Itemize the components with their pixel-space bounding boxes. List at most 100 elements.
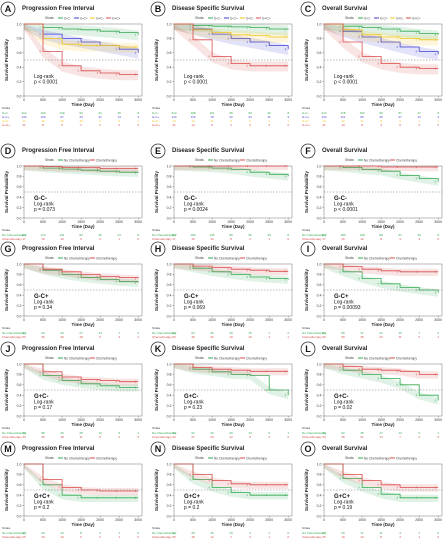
risk-cell: 25 [191,531,195,535]
risk-cell: 0 [437,435,439,439]
y-axis-label: Survival Probability [4,38,9,81]
series-line [324,263,439,273]
risk-cell: 8 [42,123,44,127]
risk-cell: 27 [379,431,383,435]
ci-band [324,166,439,186]
risk-table-header: Strata [152,106,160,110]
y-tick-label: 0.2 [167,206,172,210]
x-tick-label: 0 [173,318,175,322]
risk-cell: 2 [80,123,82,127]
plot-area [323,363,443,417]
y-axis-label: Survival Probability [154,170,159,213]
risk-cell: 138 [360,233,365,237]
risk-cell: 4 [399,531,401,535]
risk-cell: 2 [99,123,101,127]
y-tick-label: 1.0 [17,164,22,168]
risk-row-label: G-C- [2,111,9,115]
series-group [174,363,292,400]
annotation-line: p = 0.0024 [184,207,208,213]
x-tick-label: 1500 [227,318,235,322]
risk-cell: 27 [79,331,83,335]
x-tick-label: 500 [190,220,196,224]
y-tick-label: 0.0 [317,514,322,518]
x-tick-label: 1500 [77,220,85,224]
legend-strata-label: Strata [345,256,354,260]
legend: Strata No Chemotherapy Chemotherapy [195,256,267,260]
risk-cell: 16 [210,531,214,535]
y-tick-label: 1.0 [317,462,322,466]
y-tick-label: 0.6 [317,483,322,487]
y-axis-label: Survival Probability [304,468,309,511]
risk-row-label: Chemotherapy [152,435,172,439]
risk-row-label: No Chemotherapy [152,233,177,237]
y-tick-label: 1.0 [17,362,22,366]
x-axis: 0 500 1000 1500 2000 2500 3000 Time (Day) [23,416,142,427]
panel-letter-circle [150,1,166,17]
x-tick-label: 2500 [415,98,423,102]
x-tick-label: 0 [23,418,25,422]
panel-letter-circle [300,143,316,159]
risk-cell: 2 [418,435,420,439]
x-tick-label: 2000 [246,98,254,102]
risk-row-label: Chemotherapy [2,435,22,439]
y-tick-label: 0.2 [17,504,22,508]
risk-cell: 180 [191,233,196,237]
y-axis: 0.0 0.2 0.4 0.6 0.8 1.0 Survival Probability [304,22,324,98]
risk-cell: 20 [379,335,383,339]
risk-cell: 8 [380,535,382,539]
x-tick-label: 1500 [377,98,385,102]
risk-row-label: G+C+ [302,123,310,127]
risk-cell: 5 [61,123,63,127]
series-line [24,463,139,492]
annotation-line: p = 0.2 [34,505,50,511]
x-tick-label: 1500 [227,518,235,522]
legend-entry: Chemotherapy [246,256,267,260]
risk-cell: 50 [341,335,345,339]
risk-cell: 14 [98,331,102,335]
y-tick-label: 0.0 [167,314,172,318]
risk-cell: 9 [99,335,101,339]
panel-letter-circle [300,341,316,357]
risk-cell: 1 [118,237,120,241]
y-tick-label: 0.6 [167,283,172,287]
legend-strata-label: Strata [195,158,204,162]
y-tick-label: 1.0 [17,462,22,466]
risk-cell: 64 [191,331,195,335]
legend-entry: No Chemotherapy [364,356,390,360]
series-line [174,463,289,486]
series-group [174,165,292,193]
x-tick-label: 0 [23,220,25,224]
risk-cell: 46 [210,331,214,335]
annotation-line: p < 0.0001 [334,207,358,213]
risk-cell: 13 [341,123,345,127]
panel-letter-circle [0,143,16,159]
y-tick-label: 0.0 [317,216,322,220]
y-tick-label: 0.0 [17,514,22,518]
legend-entry: G-C- [214,16,221,20]
risk-row-label: No Chemotherapy [302,233,327,237]
risk-cell: 135 [210,233,215,237]
x-tick-label: 2500 [115,318,123,322]
y-tick-label: 0.4 [317,394,322,398]
y-tick-label: 0.2 [317,80,322,84]
risk-cell: 10 [248,335,252,339]
series-line [324,165,439,182]
risk-cell: 6 [249,435,251,439]
series-group [24,263,142,291]
y-tick-label: 0.6 [17,483,22,487]
risk-cell: 2 [249,237,251,241]
risk-cell: 7 [399,435,401,439]
risk-row-label: Chemotherapy [152,335,172,339]
risk-cell: 11 [399,335,402,339]
risk-cell: 5 [118,431,120,435]
y-axis-label: Survival Probability [4,368,9,411]
y-tick-label: 1.0 [317,22,322,26]
